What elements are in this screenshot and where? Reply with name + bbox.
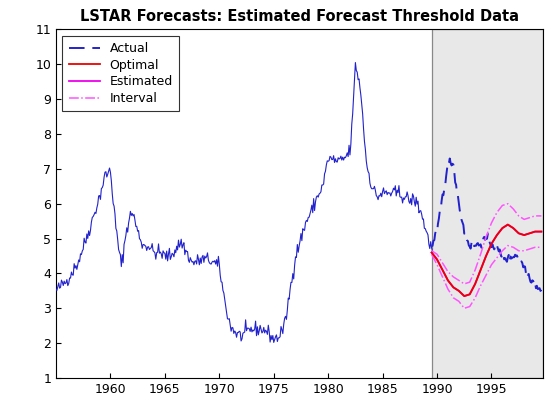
Bar — [432, 29, 543, 378]
Legend: Actual, Optimal, Estimated, Interval: Actual, Optimal, Estimated, Interval — [62, 36, 179, 111]
Title: LSTAR Forecasts: Estimated Forecast Threshold Data: LSTAR Forecasts: Estimated Forecast Thre… — [80, 9, 519, 24]
